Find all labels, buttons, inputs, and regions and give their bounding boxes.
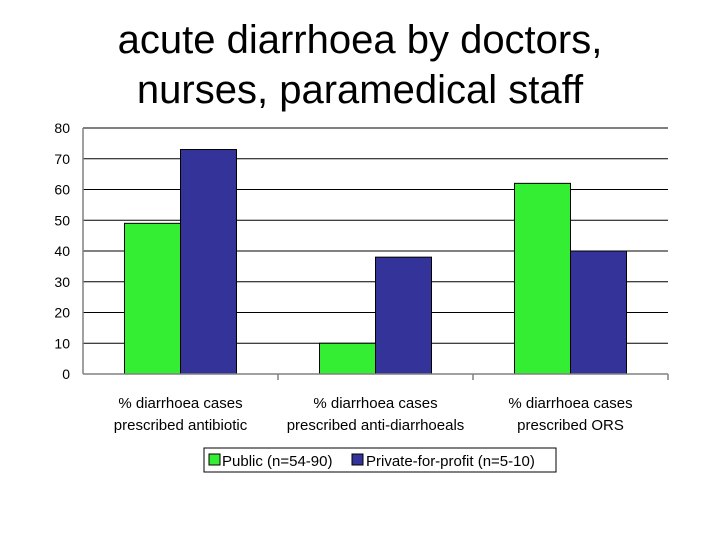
- bar-private-2: [570, 250, 627, 375]
- category-label: prescribed anti-diarrhoeals: [287, 417, 465, 434]
- bar-public-2: [514, 182, 571, 375]
- category-label: prescribed antibiotic: [114, 417, 248, 434]
- chart-title-line-2: nurses, paramedical staff: [136, 68, 584, 112]
- legend-swatch: [351, 453, 364, 466]
- category-label: % diarrhoea cases: [118, 395, 242, 412]
- y-tick-label: 10: [54, 335, 70, 351]
- bar-private-1: [375, 256, 432, 375]
- x-axis-ticks: [277, 374, 669, 380]
- y-tick-label: 60: [54, 182, 70, 198]
- y-tick-label: 70: [54, 151, 70, 167]
- bar-public-1: [319, 342, 376, 375]
- legend-box: [203, 447, 557, 473]
- bar-public-0: [124, 222, 181, 375]
- category-label: % diarrhoea cases: [508, 395, 632, 412]
- y-tick-labels: 0 10 20 30 40 50 60 70 80: [54, 120, 70, 382]
- y-tick-label: 80: [54, 120, 70, 136]
- category-label: prescribed ORS: [517, 417, 624, 434]
- legend: Public (n=54-90) Private-for-profit (n=5-…: [203, 447, 557, 473]
- y-tick-label: 30: [54, 274, 70, 290]
- bar-private-0: [180, 149, 237, 375]
- legend-swatch: [208, 453, 221, 466]
- bars: [124, 149, 627, 375]
- legend-label: Private-for-profit (n=5-10): [366, 453, 535, 470]
- category-labels: % diarrhoea cases prescribed antibiotic % …: [114, 395, 633, 434]
- legend-label: Public (n=54-90): [222, 453, 332, 470]
- y-tick-label: 40: [54, 243, 70, 259]
- y-tick-label: 50: [54, 212, 70, 228]
- category-label: % diarrhoea cases: [313, 395, 437, 412]
- y-tick-label: 0: [62, 366, 70, 382]
- chart-title-line-1: acute diarrhoea by doctors,: [117, 18, 603, 62]
- y-tick-label: 20: [54, 305, 70, 321]
